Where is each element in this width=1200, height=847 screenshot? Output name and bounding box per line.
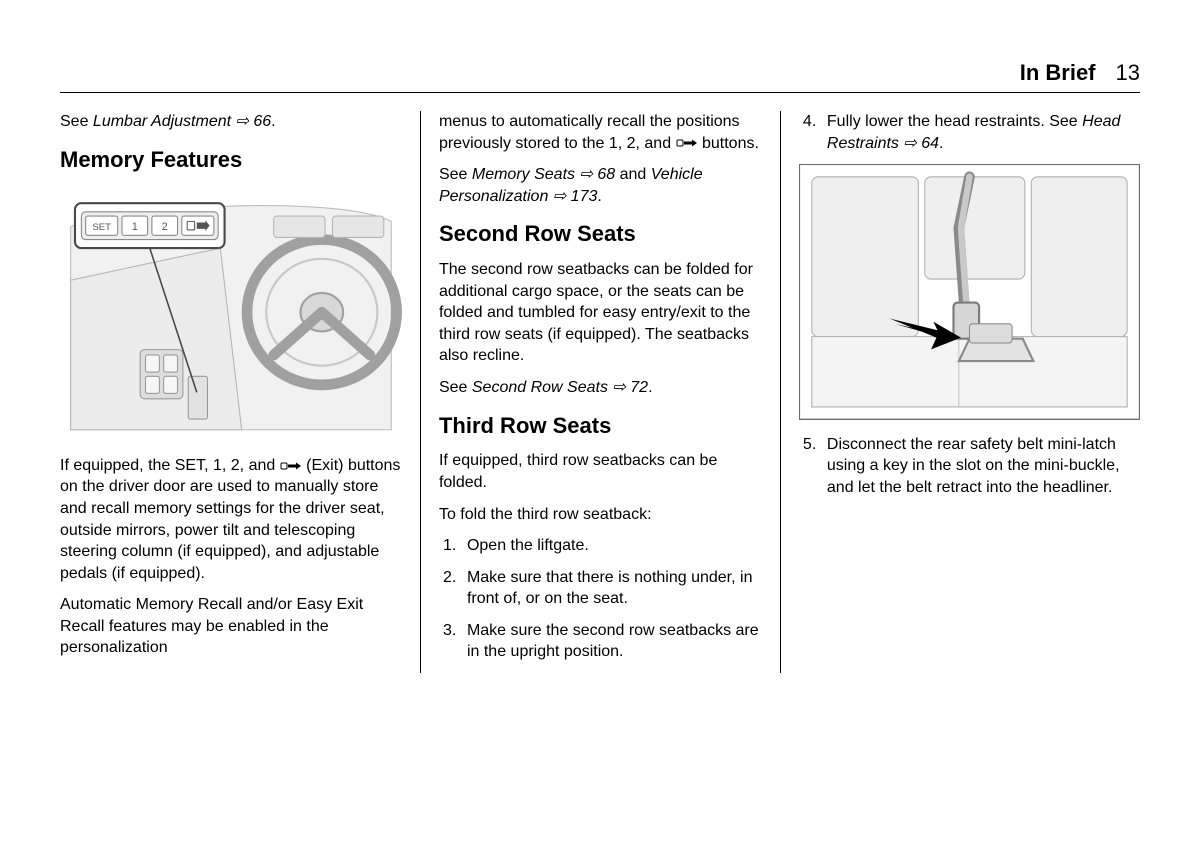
ref-arrow: ⇨ [231,113,253,130]
see-second-page: 72 [630,379,648,396]
memory-paragraph-2: Automatic Memory Recall and/or Easy Exit… [60,594,402,659]
see-prefix: See [439,379,472,396]
memory-features-heading: Memory Features [60,145,402,175]
period: . [271,113,275,130]
and: and [615,166,651,183]
third-row-tofold: To fold the third row seatback: [439,504,762,526]
see-second-row: See Second Row Seats ⇨ 72. [439,377,762,399]
header-page-number: 13 [1116,60,1140,86]
exit-icon [676,137,698,149]
step-5: Disconnect the rear safety belt mini-lat… [799,434,1140,499]
see-second-ref: Second Row Seats [472,379,608,396]
third-row-heading: Third Row Seats [439,411,762,441]
second-row-heading: Second Row Seats [439,219,762,249]
third-row-steps: Open the liftgate. Make sure that there … [439,535,762,663]
memory-paragraph-1: If equipped, the SET, 1, 2, and (Exit) b… [60,455,402,585]
columns-container: See Lumbar Adjustment ⇨ 66. Memory Featu… [60,111,1140,673]
memory-buttons-illustration: SET 1 2 [60,184,402,440]
svg-text:2: 2 [162,221,168,233]
see-mem-page: 68 [597,166,615,183]
step-3: Make sure the second row seatbacks are i… [439,620,762,663]
memory-p1-a: If equipped, the SET, 1, 2, and [60,457,280,474]
see-memory-seats: See Memory Seats ⇨ 68 and Vehicle Person… [439,164,762,207]
page-header: In Brief 13 [60,60,1140,93]
step-1: Open the liftgate. [439,535,762,557]
seatbelt-illustration [799,164,1140,420]
third-row-steps-cont2: Disconnect the rear safety belt mini-lat… [799,434,1140,499]
svg-text:1: 1 [132,221,138,233]
svg-text:SET: SET [92,222,111,233]
third-row-intro: If equipped, third row seatbacks can be … [439,450,762,493]
see-vp-page: 173 [571,188,598,205]
column-2: menus to automatically recall the positi… [420,111,780,673]
column-1: See Lumbar Adjustment ⇨ 66. Memory Featu… [60,111,420,673]
third-row-steps-cont: Fully lower the head restraints. See Hea… [799,111,1140,154]
cont-b: buttons. [698,135,759,152]
step4-page: 64 [921,135,939,152]
see-prefix: See [439,166,472,183]
see-lumbar-page: 66 [253,113,271,130]
column-3: Fully lower the head restraints. See Hea… [780,111,1140,673]
step-2: Make sure that there is nothing under, i… [439,567,762,610]
memory-p1-b: (Exit) buttons on the driver door are us… [60,457,400,582]
step-4: Fully lower the head restraints. See Hea… [799,111,1140,154]
exit-icon [280,460,302,472]
see-lumbar: See Lumbar Adjustment ⇨ 66. [60,111,402,133]
see-lumbar-ref: Lumbar Adjustment [93,113,231,130]
second-row-paragraph: The second row seatbacks can be folded f… [439,259,762,367]
header-section: In Brief [1020,60,1096,86]
memory-continuation: menus to automatically recall the positi… [439,111,762,154]
see-mem-ref: Memory Seats [472,166,575,183]
step4-a: Fully lower the head restraints. See [827,113,1082,130]
see-prefix: See [60,113,93,130]
